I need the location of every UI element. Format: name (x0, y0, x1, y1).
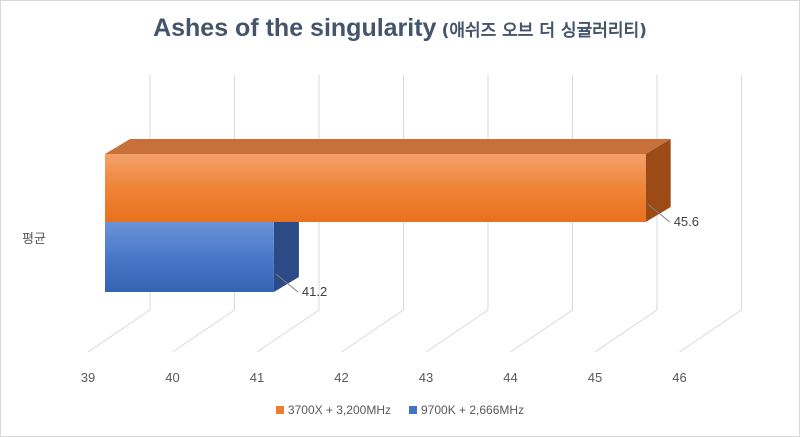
bar-3700x (105, 154, 646, 222)
bar-top-3700x (105, 139, 671, 154)
leader-line-3700x (647, 203, 671, 223)
gridline-floor-41 (256, 309, 320, 353)
gridline-floor-42 (341, 309, 404, 353)
gridline-floor-44 (510, 309, 573, 353)
chart-title-main: Ashes of the singularity (153, 14, 437, 42)
tick-label-46: 46 (672, 370, 686, 385)
legend-item-3700x: 3700X + 3,200MHz (275, 403, 391, 417)
chart-title: Ashes of the singularity (애쉬즈 오브 더 싱귤러리티… (0, 14, 800, 43)
legend-swatch-3700x (275, 406, 284, 414)
bar-9700k (105, 222, 274, 292)
gridline-floor-45 (594, 309, 658, 353)
gridline-floor-39 (87, 309, 151, 353)
tick-label-42: 42 (334, 370, 348, 385)
data-label-3700x: 45.6 (674, 214, 699, 229)
data-label-9700k: 41.2 (302, 284, 327, 299)
chart-title-subtitle: (애쉬즈 오브 더 싱귤러리티) (441, 21, 647, 41)
legend-swatch-9700k (409, 406, 417, 414)
tick-label-40: 40 (165, 370, 179, 385)
tick-label-44: 44 (503, 370, 517, 385)
bar-side-9700k (273, 207, 299, 292)
tick-label-43: 43 (419, 370, 433, 385)
gridline-floor-43 (425, 309, 489, 353)
bar-side-3700x (645, 139, 671, 222)
legend-item-9700k: 9700K + 2,666MHz (409, 403, 524, 417)
category-label: 평균 (22, 232, 46, 247)
gridline-floor-40 (172, 309, 235, 353)
leader-line-9700k (275, 273, 299, 293)
tick-label-39: 39 (81, 370, 95, 385)
legend: 3700X + 3,200MHz 9700K + 2,666MHz (0, 403, 800, 417)
legend-label-9700k: 9700K + 2,666MHz (421, 403, 525, 417)
tick-label-45: 45 (588, 370, 602, 385)
gridline-floor-46 (679, 309, 742, 353)
tick-label-41: 41 (250, 370, 264, 385)
legend-label-3700x: 3700X + 3,200MHz (287, 403, 391, 417)
